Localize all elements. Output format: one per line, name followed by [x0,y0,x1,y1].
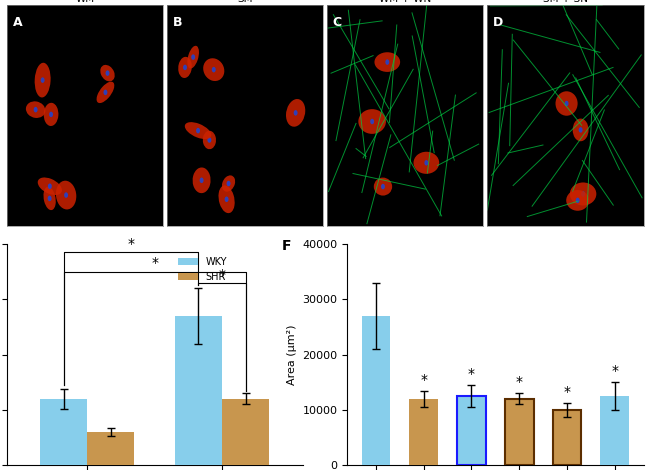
Ellipse shape [34,107,38,112]
Ellipse shape [178,57,192,78]
Ellipse shape [192,167,211,193]
Text: *: * [612,364,618,378]
Text: A: A [13,16,22,29]
Text: *: * [151,257,158,270]
Ellipse shape [370,119,374,124]
Ellipse shape [294,110,298,116]
Ellipse shape [578,127,582,133]
Ellipse shape [222,175,235,192]
Text: D: D [493,16,503,29]
Ellipse shape [358,109,386,134]
Ellipse shape [183,65,187,70]
Ellipse shape [212,67,216,72]
Ellipse shape [581,191,585,197]
Ellipse shape [64,192,68,198]
Ellipse shape [103,90,107,95]
Ellipse shape [41,78,45,83]
Ellipse shape [570,182,596,205]
Ellipse shape [200,178,203,183]
Bar [222,399,269,465]
Ellipse shape [556,91,578,116]
Ellipse shape [48,183,52,189]
Ellipse shape [566,190,589,211]
Text: *: * [515,376,523,390]
Ellipse shape [26,102,46,118]
Ellipse shape [381,184,385,189]
Ellipse shape [424,160,428,165]
Bar [361,316,390,465]
Ellipse shape [97,82,114,103]
Text: F: F [282,239,292,253]
Title: SM: SM [237,0,253,4]
Ellipse shape [56,180,76,210]
Ellipse shape [576,197,580,203]
Bar [457,396,486,465]
Text: *: * [468,367,475,381]
Ellipse shape [227,181,231,186]
Text: C: C [333,16,342,29]
Ellipse shape [374,52,400,72]
Text: *: * [420,373,427,387]
Ellipse shape [49,112,53,117]
Ellipse shape [203,58,224,81]
Ellipse shape [413,152,439,174]
Ellipse shape [196,128,200,133]
Legend: WKY, SHR: WKY, SHR [174,253,231,286]
Ellipse shape [38,178,62,195]
Ellipse shape [573,118,588,141]
Title: SM + SN: SM + SN [543,0,588,4]
Bar [552,410,581,465]
Text: *: * [127,237,135,251]
Ellipse shape [44,103,58,126]
Ellipse shape [187,46,199,69]
Ellipse shape [47,196,51,201]
Ellipse shape [218,185,235,213]
Bar [505,399,534,465]
Bar [175,316,222,465]
Bar [87,432,135,465]
Text: *: * [564,385,571,400]
Ellipse shape [286,99,306,127]
Ellipse shape [385,59,389,65]
Ellipse shape [207,137,211,143]
Text: B: B [173,16,182,29]
Ellipse shape [374,178,392,196]
Ellipse shape [100,65,114,81]
Ellipse shape [185,122,211,139]
Bar [410,399,438,465]
Title: WM: WM [75,0,94,4]
Ellipse shape [44,187,56,210]
Title: WM + WN: WM + WN [379,0,431,4]
Ellipse shape [203,131,216,149]
Ellipse shape [105,70,109,76]
Ellipse shape [191,55,195,60]
Ellipse shape [34,63,51,97]
Bar [40,399,87,465]
Y-axis label: Area (μm²): Area (μm²) [287,324,297,385]
Ellipse shape [225,196,229,202]
Text: *: * [218,267,226,282]
Ellipse shape [565,101,569,106]
Bar [601,396,629,465]
